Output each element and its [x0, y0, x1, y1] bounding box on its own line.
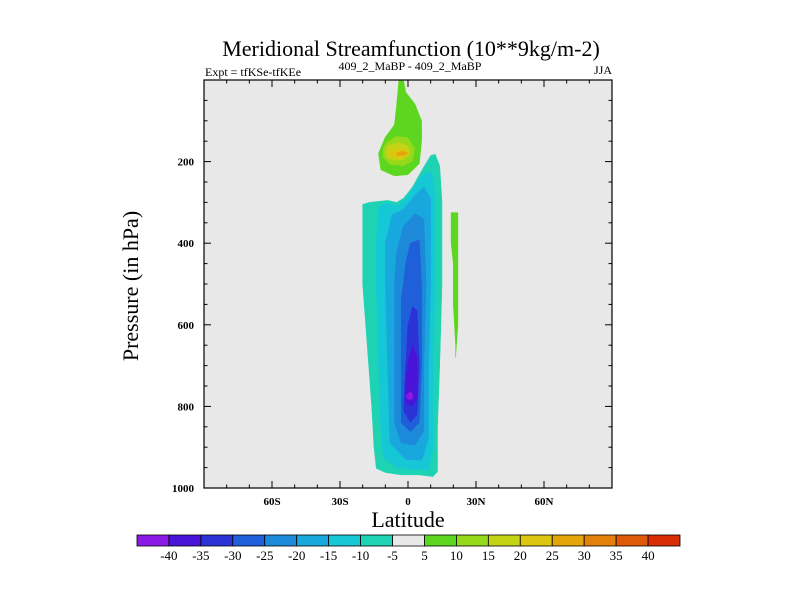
colorbar-swatch-11 — [487, 534, 521, 547]
colorbar-label: -20 — [288, 548, 305, 563]
colorbar-swatch-10 — [456, 534, 489, 547]
y-tick-label: 1000 — [172, 483, 195, 495]
colorbar-label: 10 — [450, 548, 463, 563]
y-tick-label: 800 — [178, 401, 195, 413]
colorbar-swatch-3 — [232, 534, 266, 547]
contour-region-negative-35 — [405, 344, 418, 407]
chart-title: Meridional Streamfunction (10**9kg/m-2) — [222, 36, 600, 61]
colorbar-swatch-0 — [136, 534, 170, 547]
colorbar-swatch-7 — [360, 534, 393, 547]
colorbar-label: -5 — [387, 548, 398, 563]
center-subtitle: 409_2_MaBP - 409_2_MaBP — [339, 59, 482, 73]
colorbar-swatch-4 — [264, 534, 298, 547]
y-tick-label: 400 — [178, 238, 195, 250]
colorbar-label: -30 — [224, 548, 241, 563]
x-tick-label: 60S — [263, 496, 280, 508]
colorbar-label: 5 — [421, 548, 428, 563]
right-subtitle: JJA — [594, 63, 612, 77]
y-tick-label: 600 — [178, 320, 195, 332]
colorbar-label: 30 — [578, 548, 591, 563]
colorbar-swatch-15 — [615, 534, 649, 547]
contour-regions — [362, 79, 459, 477]
colorbar-swatch-5 — [296, 534, 330, 547]
left-subtitle: Expt = tfKSe-tfKEe — [205, 65, 301, 79]
colorbar-swatch-16 — [647, 534, 681, 547]
colorbar-swatch-2 — [200, 534, 234, 547]
colorbar-label: -10 — [352, 548, 369, 563]
colorbar-label: -25 — [256, 548, 273, 563]
colorbar-swatch-12 — [519, 534, 553, 547]
colorbar-label: 40 — [642, 548, 655, 563]
y-axis-label: Pressure (in hPa) — [118, 211, 143, 361]
axis-ticks: 60S 30S 0 30N 60N 200 400 600 800 1000 — [172, 80, 612, 508]
colorbar-swatch-13 — [551, 534, 585, 547]
colorbar-label: 20 — [514, 548, 527, 563]
colorbar: -40 -35 -30 -25 -20 -15 -10 -5 5 10 15 20 25 30 35 40 — [136, 534, 681, 563]
x-tick-label: 60N — [535, 496, 554, 508]
contour-region-negative-40 — [405, 391, 413, 400]
y-tick-label: 200 — [178, 157, 195, 169]
colorbar-label: -15 — [320, 548, 337, 563]
colorbar-label: -40 — [160, 548, 177, 563]
x-tick-label: 0 — [405, 496, 411, 508]
colorbar-label: 25 — [546, 548, 559, 563]
x-axis-label: Latitude — [371, 507, 444, 532]
colorbar-label: -35 — [192, 548, 209, 563]
contour-region-positive-25 — [396, 151, 409, 156]
colorbar-swatch-8 — [392, 534, 425, 547]
colorbar-swatch-9 — [424, 534, 457, 547]
colorbar-label: 15 — [482, 548, 495, 563]
colorbar-swatch-14 — [583, 534, 617, 547]
colorbar-swatch-6 — [328, 534, 361, 547]
colorbar-swatch-1 — [168, 534, 202, 547]
colorbar-label: 35 — [610, 548, 623, 563]
x-tick-label: 30S — [331, 496, 348, 508]
x-tick-label: 30N — [467, 496, 486, 508]
contour-region-positive-strip — [450, 212, 459, 358]
